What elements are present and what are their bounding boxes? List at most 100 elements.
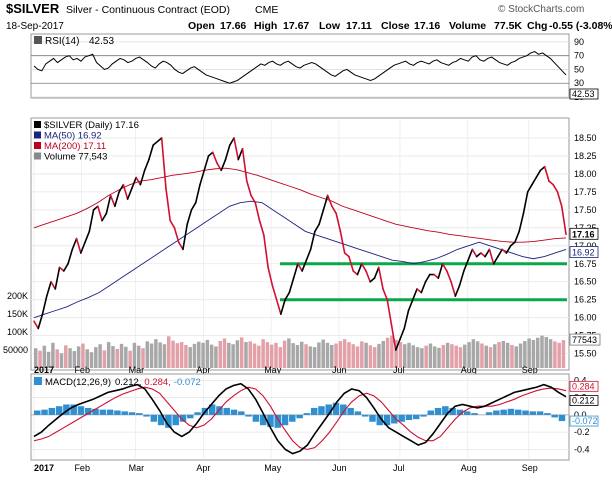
volume-bar [102, 350, 107, 368]
price-tick-label: 16.50 [574, 277, 597, 287]
symbol-title: $SILVER [6, 1, 60, 16]
month-label-price: May [264, 365, 282, 375]
macd-legend-signal: 0.284, [144, 377, 170, 388]
macd-tick-label: -0.4 [574, 444, 590, 454]
price-tag-box [569, 246, 599, 258]
volume-bar [420, 348, 424, 368]
macd-histogram-bar [420, 414, 427, 417]
volume-bar [377, 343, 381, 368]
macd-histogram-bar [136, 413, 143, 415]
macd-tick-label: 0.4 [574, 375, 587, 385]
volume-bar [351, 344, 355, 368]
price-segment [305, 248, 312, 261]
volume-bar [287, 338, 291, 368]
macd-signal-line [33, 386, 567, 450]
macd-histogram-bar [85, 407, 92, 415]
month-label-price: 2017 [34, 365, 54, 375]
macd-histogram-bar [92, 408, 99, 415]
macd-histogram-bar [551, 414, 558, 418]
close-label: Close [381, 20, 410, 32]
rsi-tick-label: 70 [574, 51, 584, 61]
volume-bar [312, 347, 317, 368]
price-segment [284, 291, 291, 301]
volume-bar [136, 345, 141, 368]
price-legend-entry: Volume 77,543 [44, 152, 107, 163]
macd-histogram-bar [296, 414, 303, 419]
macd-histogram-bar [449, 407, 456, 415]
price-segment [390, 324, 397, 351]
volume-bar [257, 345, 261, 368]
price-segment [386, 298, 393, 326]
price-segment [441, 262, 448, 272]
month-label-price: Feb [74, 365, 90, 375]
volume-tick-label: 150K [7, 309, 28, 319]
price-segment [463, 259, 469, 272]
month-label-price: Jun [332, 365, 347, 375]
volume-bar [505, 342, 510, 368]
price-segment [348, 255, 355, 272]
price-segment [556, 191, 563, 208]
price-segment [318, 209, 325, 226]
price-segment [148, 144, 154, 161]
month-label-price: Aug [461, 365, 477, 375]
volume-bar [265, 342, 270, 368]
price-segment [246, 180, 252, 197]
volume-bar [222, 338, 227, 368]
macd-histogram-bar [259, 414, 267, 426]
macd-histogram-bar [208, 404, 216, 415]
price-segment [331, 205, 337, 215]
price-tick-label: 17.50 [574, 205, 597, 215]
volume-bar [98, 344, 102, 368]
volume-bar [385, 337, 390, 368]
macd-histogram-bar [274, 414, 281, 428]
volume-bar [205, 339, 210, 368]
price-legend-swatch [34, 152, 41, 160]
price-legend-entry: $SILVER (Daily) 17.16 [44, 120, 139, 131]
volume-bar [523, 341, 527, 368]
price-segment [522, 191, 529, 215]
macd-legend-hist: -0.072 [174, 377, 201, 388]
volume-bar [282, 340, 287, 368]
macd-histogram-bar [310, 407, 318, 415]
volume-bar [544, 337, 549, 368]
macd-histogram-bar [412, 414, 420, 420]
macd-histogram-bar [267, 414, 274, 427]
price-segment [437, 262, 444, 279]
volume-bar [510, 344, 514, 368]
price-segment [258, 219, 265, 236]
price-segment [131, 176, 137, 190]
price-segment [237, 147, 244, 161]
price-segment [480, 252, 486, 258]
volume-bar [390, 335, 394, 368]
volume-bar [81, 343, 85, 368]
price-segment [71, 237, 78, 251]
volume-bar [488, 347, 493, 368]
macd-histogram-bar [493, 410, 500, 415]
volume-bar [55, 349, 59, 368]
volume-tag: 77543 [572, 335, 597, 345]
rsi-tick-label: 50 [574, 64, 584, 74]
price-segment [45, 280, 52, 297]
low-value: 17.11 [346, 20, 372, 32]
month-label-macd: 2017 [34, 463, 54, 473]
price-tick-label: 17.25 [574, 223, 597, 233]
volume-bar [433, 346, 437, 368]
price-segment [309, 230, 316, 251]
macd-histogram-bar [361, 414, 369, 417]
macd-histogram-bar [318, 406, 325, 415]
volume-bar [347, 342, 351, 368]
volume-bar [501, 341, 506, 368]
volume-bar [514, 346, 519, 368]
price-segment [101, 212, 108, 222]
macd-histogram-bar [281, 414, 289, 426]
price-tick-label: 16.75 [574, 259, 597, 269]
price-tick-label: 18.25 [574, 151, 597, 161]
price-segment [275, 298, 282, 315]
volume-bar [553, 341, 557, 368]
macd-legend-macd: 0.212, [115, 377, 141, 388]
macd-histogram-bar [41, 409, 48, 415]
macd-histogram-bar [434, 407, 442, 415]
price-segment [526, 183, 533, 193]
rsi-value-tag: 42.53 [572, 89, 595, 99]
